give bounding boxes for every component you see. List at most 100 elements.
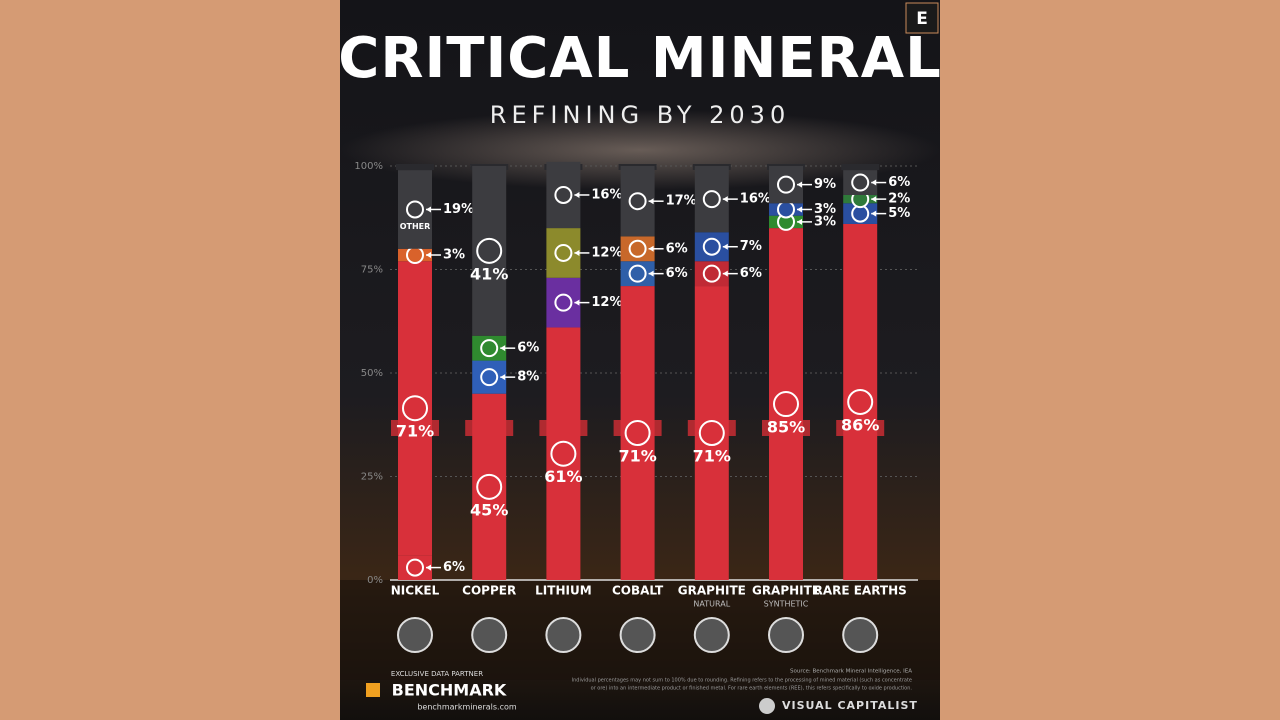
flag <box>777 175 795 194</box>
value-label: 71% <box>693 447 731 466</box>
y-tick-label: 0% <box>367 575 383 586</box>
flag <box>476 473 503 500</box>
arrow-head <box>797 181 802 188</box>
flag <box>476 237 503 264</box>
arrow-head <box>722 196 728 203</box>
flag <box>851 173 870 192</box>
x-tick-sublabel: NATURAL <box>693 600 730 609</box>
flag <box>406 558 424 577</box>
publisher-logo <box>759 698 775 714</box>
value-label: 61% <box>544 467 582 486</box>
flag <box>773 391 799 418</box>
value-label: 9% <box>814 177 836 192</box>
flag <box>698 420 725 447</box>
value-label: 86% <box>841 415 879 434</box>
x-tick-label: LITHIUM <box>535 584 592 598</box>
x-tick-label: GRAPHITE <box>752 584 820 598</box>
arrow-head <box>871 210 877 217</box>
chimney-cap <box>396 164 434 170</box>
value-label: 12% <box>591 295 622 310</box>
flag <box>402 395 428 422</box>
arrow-head <box>500 345 506 352</box>
x-tick-label: COPPER <box>462 584 516 598</box>
arrow-head <box>648 245 654 252</box>
partner-caption: EXCLUSIVE DATA PARTNER <box>391 670 483 678</box>
mineral-image <box>768 617 804 653</box>
value-label: 6% <box>888 175 910 190</box>
value-label: 6% <box>443 560 465 575</box>
flag <box>702 264 721 283</box>
flag <box>777 200 795 219</box>
y-tick-label: 25% <box>361 472 383 483</box>
note: or ore) into an intermediate product or … <box>591 686 913 692</box>
arrow-head <box>648 270 654 277</box>
note: Individual percentages may not sum to 10… <box>572 678 912 684</box>
flag <box>847 388 874 415</box>
value-label: 3% <box>814 202 836 217</box>
value-label: 6% <box>666 266 688 281</box>
partner-url: benchmarkminerals.com <box>417 703 517 712</box>
flag <box>702 237 721 256</box>
partner: BENCHMARK <box>392 681 507 700</box>
mineral-image <box>397 617 433 653</box>
x-tick-sublabel: SYNTHETIC <box>764 600 809 609</box>
value-label: 41% <box>470 264 508 283</box>
value-label: 7% <box>740 239 762 254</box>
value-label: 85% <box>767 418 805 437</box>
value-label: 16% <box>591 187 622 202</box>
flag <box>702 190 721 209</box>
arrow-head <box>797 206 802 213</box>
flag <box>628 264 647 283</box>
flag <box>550 440 577 467</box>
value-label: 17% <box>666 194 697 209</box>
y-tick-label: 100% <box>354 161 383 172</box>
flag <box>554 243 573 262</box>
x-tick-label: COBALT <box>612 584 664 598</box>
value-label: 6% <box>517 341 539 356</box>
y-tick-label: 50% <box>361 368 383 379</box>
flag <box>624 420 651 447</box>
x-tick-label: NICKEL <box>391 584 440 598</box>
chart-subtitle: REFINING BY 2030 <box>490 101 790 129</box>
chimney-cap <box>841 164 880 170</box>
value-label: 3% <box>443 248 465 263</box>
flag <box>628 239 647 258</box>
chart-title: CRITICAL MINERAL <box>338 26 942 91</box>
arrow-head <box>648 198 654 205</box>
value-label: 71% <box>618 447 656 466</box>
arrow-head <box>574 249 580 256</box>
value-label: 16% <box>740 192 771 207</box>
arrow-head <box>500 374 506 381</box>
x-tick-label: GRAPHITE <box>678 584 746 598</box>
segment-note: OTHER <box>400 222 431 231</box>
flag <box>628 192 647 211</box>
flag <box>554 293 573 312</box>
arrow-head <box>871 179 877 186</box>
value-label: 19% <box>443 202 474 217</box>
mineral-image <box>471 617 508 653</box>
flag <box>480 368 499 387</box>
arrow-head <box>797 218 802 225</box>
value-label: 12% <box>591 245 622 260</box>
arrow-head <box>426 564 431 571</box>
arrow-head <box>574 191 580 198</box>
value-label: 71% <box>396 422 434 441</box>
arrow-head <box>426 206 431 213</box>
partner-logo <box>366 683 380 697</box>
mineral-image <box>619 617 656 653</box>
flag <box>406 200 424 219</box>
flag <box>406 246 424 265</box>
value-label: 5% <box>888 206 910 221</box>
value-label: 2% <box>888 192 910 207</box>
arrow-head <box>722 270 728 277</box>
arrow-head <box>722 243 728 250</box>
value-label: 45% <box>470 500 508 519</box>
x-tick-label: RARE EARTHS <box>814 584 907 598</box>
value-label: 6% <box>740 266 762 281</box>
value-label: 8% <box>517 370 539 385</box>
source: Source: Benchmark Mineral Intelligence, … <box>790 669 912 675</box>
mineral-image <box>693 617 730 653</box>
y-tick-label: 75% <box>361 265 383 276</box>
